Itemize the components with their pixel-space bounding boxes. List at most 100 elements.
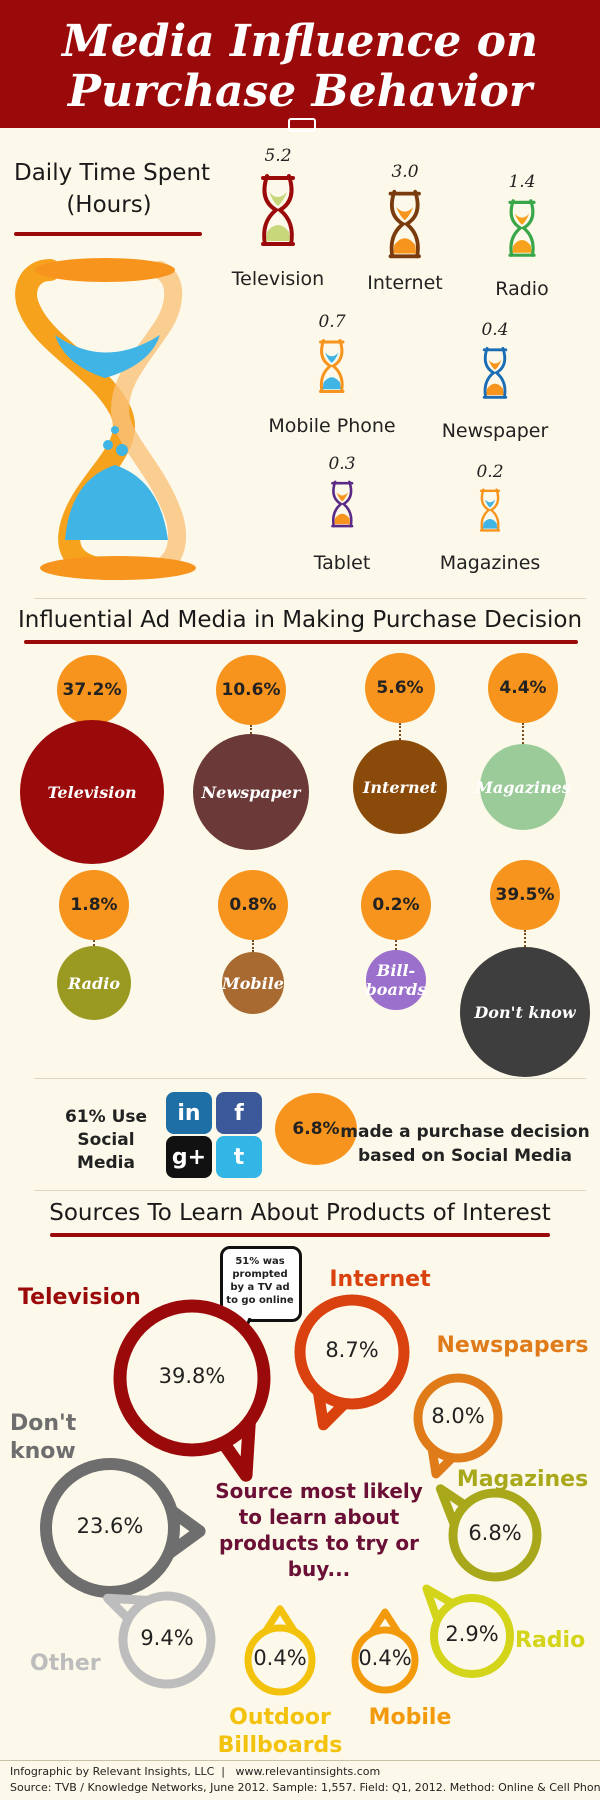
daily-time-subtitle: (Hours) (66, 192, 152, 218)
source-label: Mobile (368, 1705, 452, 1730)
influence-pct-bubble: 0.8% (218, 870, 288, 940)
source-label: Television (18, 1285, 141, 1310)
footer-divider (0, 1760, 600, 1761)
social-use-text: 61% Use Social Media (64, 1107, 148, 1173)
bubble-ring (40, 1458, 180, 1598)
footer-credit: Infographic by Relevant Insights, LLC | … (10, 1765, 381, 1778)
connector-line (524, 930, 526, 947)
connector-line (93, 940, 95, 946)
time-value: 0.7 (318, 312, 346, 332)
connector-line (395, 940, 397, 950)
bubble-ring (244, 1624, 316, 1696)
media-circle: Internet (353, 740, 447, 834)
connector-line (399, 723, 401, 740)
footer-source: Source: TVB / Knowledge Networks, June 2… (10, 1781, 600, 1794)
connector-line (252, 940, 254, 952)
media-circle: Television (20, 720, 164, 864)
source-value: 6.8% (468, 1521, 522, 1545)
bubble-ring (118, 1591, 216, 1689)
time-label: Tablet (313, 552, 371, 574)
source-label: Outdoor Billboards (217, 1705, 343, 1758)
section-divider (34, 1190, 586, 1191)
influence-pct-bubble: 5.6% (365, 653, 435, 723)
influence-pct-bubble: 1.8% (59, 870, 129, 940)
twitter-icon: t (216, 1136, 262, 1178)
source-value: 8.7% (325, 1338, 379, 1362)
source-value: 39.8% (158, 1364, 226, 1388)
source-label: Don't know (10, 1411, 77, 1464)
influence-pct-bubble: 4.4% (488, 653, 558, 723)
linkedin-icon: in (166, 1092, 212, 1134)
source-label: Newspapers (436, 1333, 589, 1358)
header-divider-ornament (288, 118, 316, 132)
tv-callout-text: 51% was prompted by a TV ad to go online (226, 1256, 294, 1306)
bubble-ring (413, 1373, 503, 1463)
section-divider (34, 598, 586, 599)
source-value: 0.4% (358, 1646, 412, 1670)
source-value: 2.9% (445, 1622, 499, 1646)
source-bubble (40, 1458, 206, 1598)
source-bubble (413, 1373, 503, 1479)
source-value: 8.0% (431, 1404, 485, 1428)
source-value: 9.4% (140, 1626, 194, 1650)
daily-time-rule (14, 232, 202, 236)
bubble-ring (294, 1294, 410, 1410)
media-circle: Bill- boards (366, 950, 426, 1010)
section-divider (34, 1078, 586, 1079)
time-label: Mobile Phone (268, 415, 396, 437)
bubble-tail (422, 1584, 455, 1623)
source-label: Radio (515, 1628, 586, 1653)
hourglass-icon (330, 480, 354, 528)
influential-rule (24, 640, 578, 644)
source-bubble (294, 1294, 410, 1431)
connector-line (250, 725, 252, 734)
time-value: 0.2 (476, 462, 504, 482)
bubble-ring (113, 1299, 271, 1457)
source-value: 23.6% (76, 1514, 144, 1538)
influence-pct-bubble: 39.5% (490, 860, 560, 930)
bubble-ring (351, 1626, 419, 1694)
big-hourglass-icon (15, 258, 196, 580)
hourglass-icon (479, 488, 501, 532)
source-bubble (103, 1591, 216, 1689)
page-title-line1: Media Influence on (62, 16, 538, 67)
connector-line (522, 723, 524, 744)
sources-center-text: Source most likely to learn about produc… (215, 1479, 423, 1581)
media-circle: Radio (57, 946, 131, 1020)
source-label: Internet (329, 1267, 431, 1292)
bubble-ring (430, 1594, 514, 1678)
sources-title: Sources To Learn About Products of Inter… (49, 1200, 551, 1226)
influential-title: Influential Ad Media in Making Purchase … (17, 607, 583, 633)
time-value: 0.3 (328, 454, 356, 474)
sources-rule (50, 1233, 550, 1237)
bubble-ring (448, 1488, 542, 1582)
page-title-line2: Purchase Behavior (67, 66, 533, 117)
influence-pct-bubble: 0.2% (361, 870, 431, 940)
source-bubble (351, 1608, 419, 1694)
time-label: Radio (495, 278, 549, 300)
header-banner (0, 0, 600, 128)
source-bubble (113, 1299, 271, 1482)
source-label: Other (30, 1651, 101, 1676)
time-value: 3.0 (391, 162, 419, 182)
media-circle: Newspaper (193, 734, 309, 850)
hourglass-icon (388, 189, 422, 259)
influence-pct-bubble: 37.2% (57, 655, 127, 725)
hourglass-icon (482, 346, 508, 399)
time-value: 5.2 (264, 146, 292, 166)
time-label: Newspaper (441, 420, 549, 442)
media-circle: Magazines (475, 744, 571, 830)
time-value: 1.4 (508, 172, 536, 192)
time-label: Internet (367, 272, 443, 294)
daily-time-title: Daily Time Spent (14, 160, 211, 186)
facebook-icon: f (216, 1092, 262, 1134)
source-label: Magazines (456, 1467, 589, 1492)
google-plus-icon: g+ (166, 1136, 212, 1178)
source-bubble (244, 1605, 316, 1696)
source-bubble (422, 1584, 514, 1678)
time-value: 0.4 (481, 320, 509, 340)
influence-pct-bubble: 10.6% (216, 655, 286, 725)
tv-callout (220, 1246, 302, 1322)
media-circle: Don't know (460, 947, 590, 1077)
